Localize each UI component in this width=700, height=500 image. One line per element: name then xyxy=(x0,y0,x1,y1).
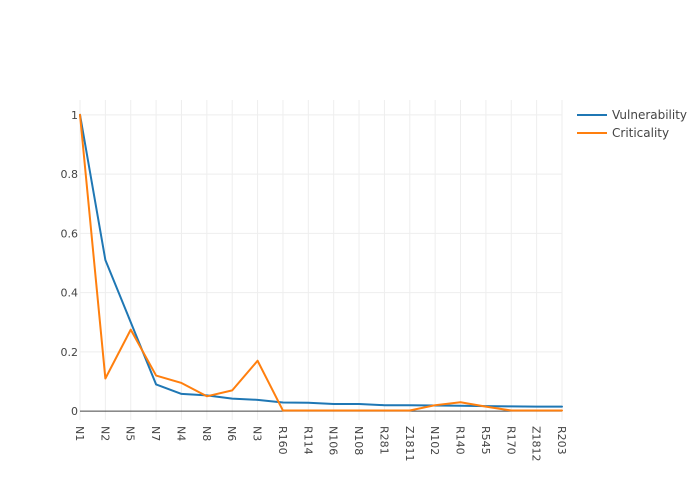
legend: Vulnerability Criticality xyxy=(577,108,687,140)
series-line-vulnerability xyxy=(79,113,563,408)
x-tick-label: N108 xyxy=(352,426,365,455)
x-tick-label: N4 xyxy=(174,426,187,441)
x-tick-label: R545 xyxy=(479,426,492,455)
x-tick-label: R114 xyxy=(301,426,314,455)
x-tick-label: N1 xyxy=(73,426,86,441)
x-tick-label: Z1811 xyxy=(403,426,416,462)
series-line-criticality xyxy=(79,113,563,412)
y-axis-ticks: 0 0.2 0.4 0.6 0.8 1 xyxy=(61,109,79,418)
x-tick-label: N6 xyxy=(225,426,238,441)
x-tick-label: N106 xyxy=(327,426,340,455)
y-tick-label: 0.4 xyxy=(61,287,79,300)
x-tick-label: N102 xyxy=(428,426,441,455)
y-tick-label: 0 xyxy=(71,405,78,418)
x-tick-label: N5 xyxy=(124,426,137,441)
legend-label-vulnerability: Vulnerability xyxy=(612,108,687,122)
y-tick-label: 0.6 xyxy=(61,227,79,240)
x-tick-label: N3 xyxy=(251,426,264,441)
x-tick-label: R203 xyxy=(555,426,568,455)
legend-label-criticality: Criticality xyxy=(612,126,669,140)
y-tick-label: 1 xyxy=(71,109,78,122)
x-axis-ticks: N1 N2 N5 N7 N4 N8 N6 N3 R160 R114 N106 N108 R281 Z181… xyxy=(73,426,568,462)
x-tick-label: R281 xyxy=(377,426,390,455)
x-tick-label: N7 xyxy=(149,426,162,441)
x-tick-label: N8 xyxy=(200,426,213,441)
y-tick-label: 0.8 xyxy=(61,168,79,181)
x-tick-label: Z1812 xyxy=(530,426,543,462)
series-lines xyxy=(79,113,563,412)
y-tick-label: 0.2 xyxy=(61,346,79,359)
x-tick-label: R160 xyxy=(276,426,289,455)
x-tick-label: R140 xyxy=(454,426,467,455)
x-tick-label: R170 xyxy=(504,426,517,455)
x-tick-label: N2 xyxy=(98,426,111,441)
y-gridlines xyxy=(80,114,562,353)
x-gridlines xyxy=(79,100,563,420)
